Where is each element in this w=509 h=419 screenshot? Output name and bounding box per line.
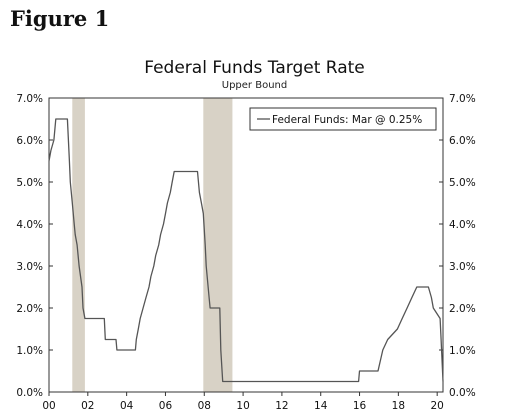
x-tick-label: 12 bbox=[275, 400, 288, 412]
y-tick-label-left: 6.0% bbox=[16, 135, 43, 147]
x-tick-label: 14 bbox=[314, 400, 328, 412]
y-tick-label-right: 0.0% bbox=[449, 387, 476, 399]
y-tick-label-right: 1.0% bbox=[449, 345, 476, 357]
chart-subtitle: Upper Bound bbox=[221, 80, 288, 91]
y-tick-label-right: 4.0% bbox=[449, 219, 476, 231]
x-tick-label: 04 bbox=[120, 400, 134, 412]
y-tick-label-left: 7.0% bbox=[16, 93, 43, 105]
y-tick-label-right: 7.0% bbox=[449, 93, 476, 105]
legend-box bbox=[249, 107, 437, 131]
x-tick-label: 02 bbox=[81, 400, 94, 412]
recession-bands bbox=[72, 98, 233, 392]
x-tick-label: 00 bbox=[42, 400, 55, 412]
x-tick-label: 10 bbox=[236, 400, 249, 412]
y-tick-label-right: 3.0% bbox=[449, 261, 476, 273]
y-tick-label-left: 1.0% bbox=[16, 345, 43, 357]
plot-frame bbox=[48, 97, 444, 393]
series-line bbox=[48, 118, 444, 383]
chart-title: Federal Funds Target Rate bbox=[144, 58, 365, 78]
y-tick-label-left: 4.0% bbox=[16, 219, 43, 231]
x-tick-label: 18 bbox=[392, 400, 405, 412]
recession-band bbox=[72, 98, 85, 392]
x-tick-label: 08 bbox=[198, 400, 211, 412]
series-lines bbox=[48, 118, 444, 383]
figure-label: Figure 1 bbox=[10, 6, 110, 31]
y-tick-label-right: 2.0% bbox=[449, 303, 476, 315]
y-tick-label-left: 2.0% bbox=[16, 303, 43, 315]
x-tick-label: 20 bbox=[430, 400, 443, 412]
y-tick-label-left: 5.0% bbox=[16, 177, 43, 189]
x-tick-label: 06 bbox=[159, 400, 173, 412]
y-tick-label-left: 3.0% bbox=[16, 261, 43, 273]
legend-label: Federal Funds: Mar @ 0.25% bbox=[272, 114, 422, 126]
legend: Federal Funds: Mar @ 0.25% bbox=[249, 107, 437, 131]
x-tick-label: 16 bbox=[353, 400, 367, 412]
y-tick-label-left: 0.0% bbox=[16, 387, 43, 399]
recession-band bbox=[203, 98, 233, 392]
axes: 0.0% 0.0% 1.0% 1.0% 2.0% 2.0% 3.0% 3.0% 4.0% 4.0%… bbox=[16, 93, 475, 412]
y-tick-label-right: 5.0% bbox=[449, 177, 476, 189]
y-tick-label-right: 6.0% bbox=[449, 135, 476, 147]
